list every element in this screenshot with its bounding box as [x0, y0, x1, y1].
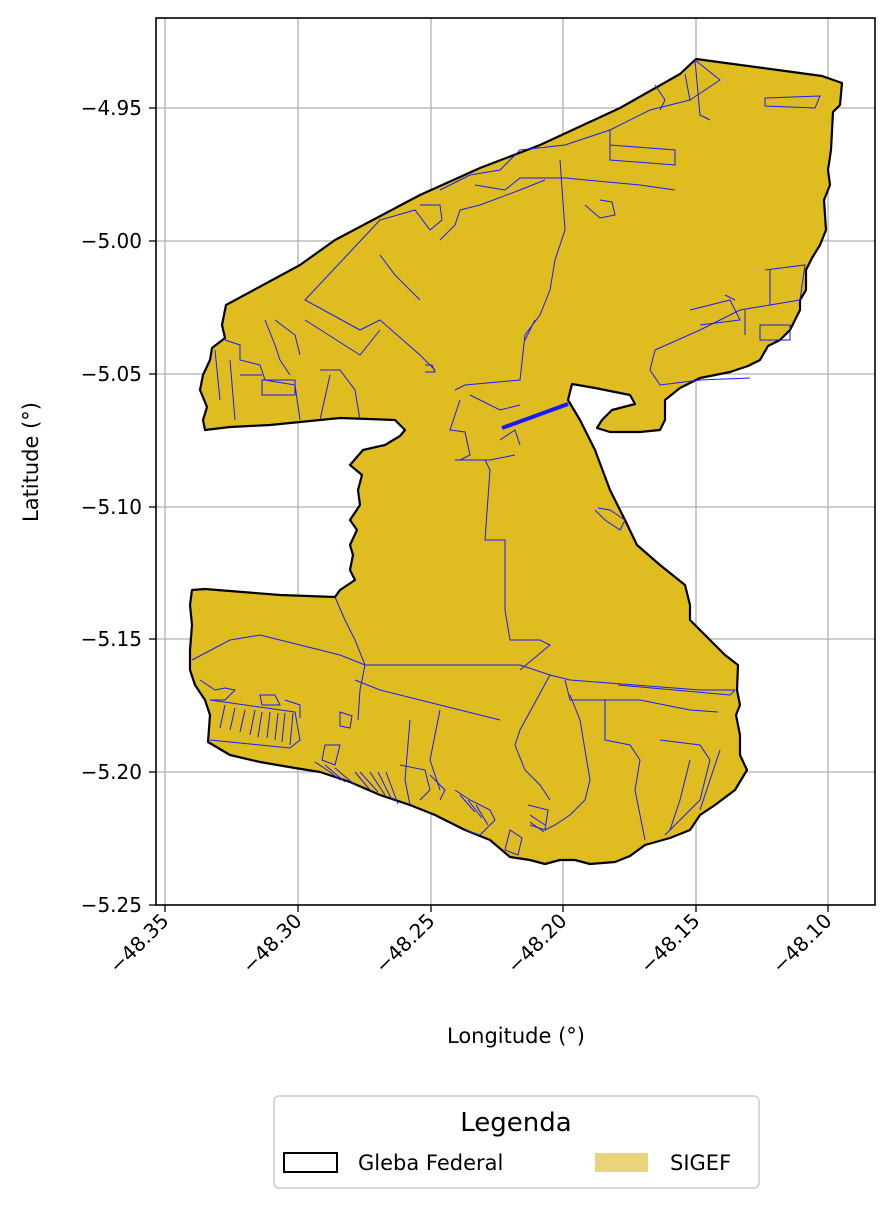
legend-swatch-gleba — [283, 1152, 338, 1173]
legend-label-gleba: Gleba Federal — [358, 1151, 503, 1175]
x-tick-label-1: −48.35 — [104, 909, 173, 978]
legend-swatch-sigef — [595, 1153, 648, 1172]
x-axis — [164, 905, 829, 912]
legend-label-sigef: SIGEF — [670, 1151, 731, 1175]
y-tick-label-1: −4.95 — [81, 96, 142, 120]
y-tick-label-5: −5.15 — [81, 627, 142, 651]
x-tick-label-2: −48.30 — [237, 909, 306, 978]
y-axis — [149, 107, 156, 906]
x-tick-label-3: −48.25 — [370, 909, 439, 978]
gleba-federal-polygon — [188, 57, 844, 866]
y-axis-title: Latitude (°) — [19, 402, 43, 522]
x-axis-title: Longitude (°) — [447, 1024, 585, 1048]
y-tick-label-6: −5.20 — [81, 760, 142, 784]
y-tick-label-2: −5.00 — [81, 229, 142, 253]
legend: Legenda Gleba Federal SIGEF — [273, 1095, 760, 1189]
axes-frame — [155, 17, 876, 906]
y-tick-label-4: −5.10 — [81, 495, 142, 519]
sigef-parcels — [191, 59, 821, 856]
x-tick-label-4: −48.20 — [502, 909, 571, 978]
x-tick-label-6: −48.10 — [767, 909, 836, 978]
legend-title: Legenda — [460, 1108, 571, 1138]
x-tick-label-5: −48.15 — [635, 909, 704, 978]
y-tick-label-7: −5.25 — [81, 893, 142, 917]
y-tick-label-3: −5.05 — [81, 362, 142, 386]
road-segment — [501, 402, 569, 430]
